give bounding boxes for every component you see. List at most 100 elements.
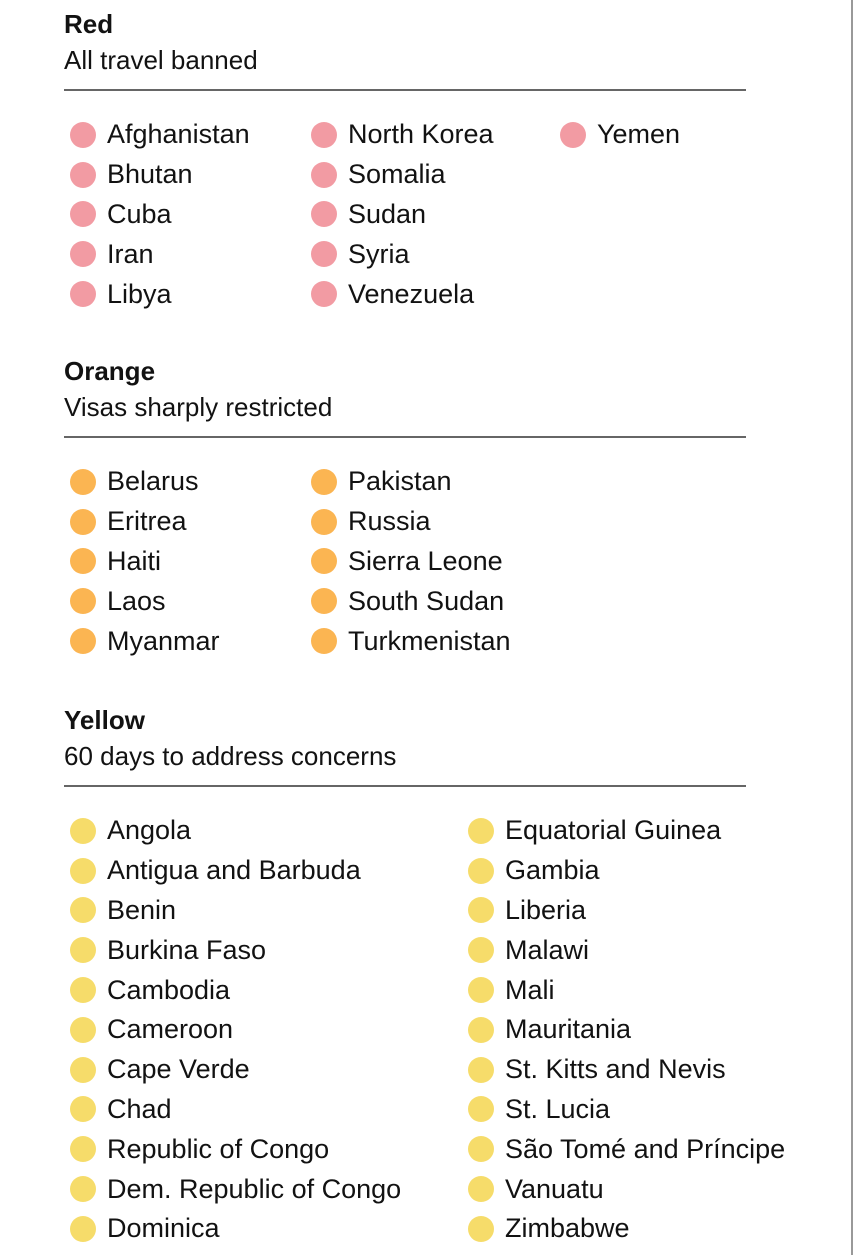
country-name: Angola bbox=[107, 815, 192, 846]
dot-icon bbox=[70, 281, 96, 308]
country-name: Cuba bbox=[107, 198, 172, 229]
dot-icon bbox=[70, 1016, 96, 1043]
country-item: Russia bbox=[305, 502, 511, 542]
dot-icon bbox=[70, 161, 96, 188]
country-name: São Tomé and Príncipe bbox=[505, 1133, 786, 1164]
country-name: Mali bbox=[505, 974, 555, 1005]
country-item: São Tomé and Príncipe bbox=[462, 1129, 785, 1169]
country-item: Eritrea bbox=[64, 502, 220, 542]
country-item: Benin bbox=[64, 891, 401, 931]
dot-icon bbox=[70, 508, 96, 535]
dot-icon bbox=[70, 588, 96, 615]
country-name: Myanmar bbox=[107, 625, 220, 656]
country-name: Cameroon bbox=[107, 1014, 234, 1045]
country-name: Dem. Republic of Congo bbox=[107, 1173, 402, 1204]
country-name: St. Kitts and Nevis bbox=[505, 1054, 726, 1085]
country-name: Malawi bbox=[505, 934, 590, 965]
country-name: Cambodia bbox=[107, 974, 231, 1005]
country-name: Turkmenistan bbox=[348, 625, 511, 656]
country-item: St. Lucia bbox=[462, 1090, 785, 1130]
country-name: Syria bbox=[348, 238, 410, 269]
page-edge-divider bbox=[851, 0, 853, 1255]
dot-icon bbox=[468, 937, 494, 964]
dot-icon bbox=[70, 1215, 96, 1242]
country-name: Iran bbox=[107, 238, 154, 269]
section-subtitle: Visas sharply restricted bbox=[64, 392, 333, 422]
section-title: Orange bbox=[64, 356, 156, 386]
dot-icon bbox=[311, 241, 337, 268]
country-item: Sierra Leone bbox=[305, 542, 511, 582]
section-subtitle: 60 days to address concerns bbox=[64, 741, 397, 771]
dot-icon bbox=[70, 1176, 96, 1203]
country-item: Bhutan bbox=[64, 155, 250, 195]
country-column: Belarus Eritrea Haiti Laos Myanmar bbox=[64, 462, 220, 661]
country-column: Pakistan Russia Sierra Leone South Sudan Tur… bbox=[305, 462, 511, 661]
country-name: Libya bbox=[107, 278, 172, 309]
country-item: Afghanistan bbox=[64, 115, 250, 155]
dot-icon bbox=[311, 588, 337, 615]
country-item: Republic of Congo bbox=[64, 1129, 401, 1169]
country-name: Sierra Leone bbox=[348, 545, 503, 576]
dot-icon bbox=[70, 937, 96, 964]
dot-icon bbox=[70, 1056, 96, 1083]
country-name: Antigua and Barbuda bbox=[107, 855, 361, 886]
country-name: St. Lucia bbox=[505, 1093, 611, 1124]
country-name: Afghanistan bbox=[107, 119, 250, 150]
dot-icon bbox=[70, 121, 96, 148]
country-item: Haiti bbox=[64, 542, 220, 582]
country-name: Republic of Congo bbox=[107, 1133, 330, 1164]
country-item: Mauritania bbox=[462, 1010, 785, 1050]
divider bbox=[64, 89, 746, 91]
dot-icon bbox=[70, 1136, 96, 1163]
dot-icon bbox=[70, 857, 96, 884]
country-name: Belarus bbox=[107, 466, 199, 497]
country-name: Benin bbox=[107, 894, 177, 925]
country-item: Equatorial Guinea bbox=[462, 811, 785, 851]
country-item: Zimbabwe bbox=[462, 1209, 785, 1249]
country-item: Iran bbox=[64, 234, 250, 274]
country-name: South Sudan bbox=[348, 585, 505, 616]
country-item: Libya bbox=[64, 274, 250, 314]
country-item: St. Kitts and Nevis bbox=[462, 1050, 785, 1090]
dot-icon bbox=[70, 241, 96, 268]
country-name: Yemen bbox=[597, 119, 681, 150]
country-name: Sudan bbox=[348, 198, 427, 229]
divider bbox=[64, 785, 746, 787]
dot-icon bbox=[311, 201, 337, 228]
country-name: Mauritania bbox=[505, 1014, 632, 1045]
country-item: Vanuatu bbox=[462, 1169, 785, 1209]
section-subtitle: All travel banned bbox=[64, 45, 258, 75]
dot-icon bbox=[468, 977, 494, 1004]
country-item: Cameroon bbox=[64, 1010, 401, 1050]
dot-icon bbox=[468, 857, 494, 884]
section-title: Red bbox=[64, 9, 114, 39]
dot-icon bbox=[311, 508, 337, 535]
country-item: Antigua and Barbuda bbox=[64, 851, 401, 891]
dot-icon bbox=[311, 548, 337, 575]
country-item: Myanmar bbox=[64, 621, 220, 661]
country-item: Cuba bbox=[64, 195, 250, 235]
dot-icon bbox=[311, 468, 337, 495]
country-name: Bhutan bbox=[107, 159, 193, 190]
country-name: Chad bbox=[107, 1093, 172, 1124]
country-item: Somalia bbox=[305, 155, 494, 195]
country-column: Afghanistan Bhutan Cuba Iran Libya bbox=[64, 115, 250, 314]
divider bbox=[64, 436, 746, 438]
dot-icon bbox=[70, 468, 96, 495]
country-item: Turkmenistan bbox=[305, 621, 511, 661]
section-title: Yellow bbox=[64, 705, 145, 735]
country-name: North Korea bbox=[348, 119, 494, 150]
country-item: Sudan bbox=[305, 195, 494, 235]
country-name: Gambia bbox=[505, 855, 600, 886]
country-column: Equatorial Guinea Gambia Liberia Malawi Mali… bbox=[462, 811, 785, 1249]
dot-icon bbox=[70, 977, 96, 1004]
dot-icon bbox=[468, 1096, 494, 1123]
country-name: Pakistan bbox=[348, 466, 452, 497]
country-name: Dominica bbox=[107, 1213, 220, 1244]
dot-icon bbox=[468, 1176, 494, 1203]
dot-icon bbox=[311, 628, 337, 655]
country-item: Burkina Faso bbox=[64, 930, 401, 970]
country-item: Cambodia bbox=[64, 970, 401, 1010]
country-item: North Korea bbox=[305, 115, 494, 155]
country-item: Syria bbox=[305, 234, 494, 274]
